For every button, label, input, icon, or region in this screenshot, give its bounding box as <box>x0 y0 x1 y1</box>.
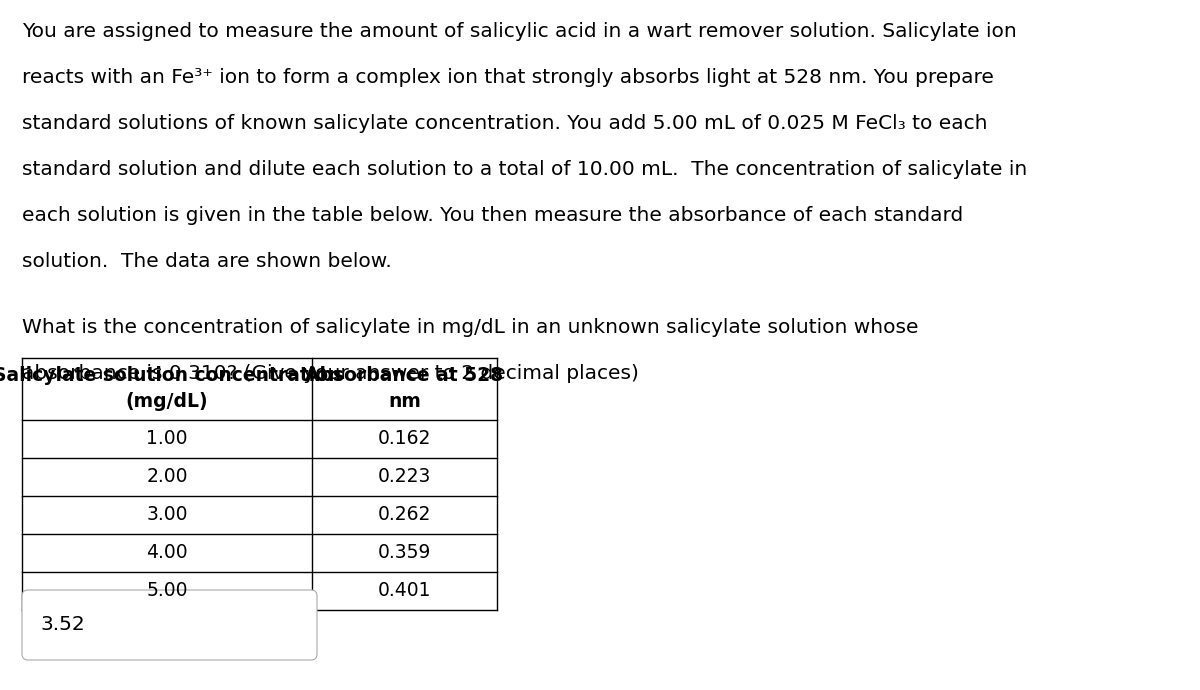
Text: You are assigned to measure the amount of salicylic acid in a wart remover solut: You are assigned to measure the amount o… <box>22 22 1016 41</box>
Text: standard solution and dilute each solution to a total of 10.00 mL.  The concentr: standard solution and dilute each soluti… <box>22 160 1027 179</box>
Text: each solution is given in the table below. You then measure the absorbance of ea: each solution is given in the table belo… <box>22 206 964 225</box>
Text: 5.00: 5.00 <box>146 582 187 600</box>
Text: nm: nm <box>388 392 421 411</box>
Text: (mg/dL): (mg/dL) <box>126 392 209 411</box>
Text: 4.00: 4.00 <box>146 544 188 562</box>
Text: Absorbance at 528: Absorbance at 528 <box>306 366 504 385</box>
Text: 0.401: 0.401 <box>378 582 431 600</box>
Text: 3.52: 3.52 <box>40 615 85 635</box>
Text: 3.00: 3.00 <box>146 506 187 524</box>
Text: standard solutions of known salicylate concentration. You add 5.00 mL of 0.025 M: standard solutions of known salicylate c… <box>22 114 988 133</box>
Text: 0.223: 0.223 <box>378 468 431 486</box>
Text: reacts with an Fe³⁺ ion to form a complex ion that strongly absorbs light at 528: reacts with an Fe³⁺ ion to form a comple… <box>22 68 994 87</box>
Text: 2.00: 2.00 <box>146 468 187 486</box>
Text: Salicylate solution concentration: Salicylate solution concentration <box>0 366 341 385</box>
Text: What is the concentration of salicylate in mg/dL in an unknown salicylate soluti: What is the concentration of salicylate … <box>22 318 918 337</box>
Text: 0.359: 0.359 <box>378 544 431 562</box>
Text: 1.00: 1.00 <box>146 429 187 448</box>
Text: solution.  The data are shown below.: solution. The data are shown below. <box>22 252 391 271</box>
Text: 0.162: 0.162 <box>378 429 431 448</box>
Text: 0.262: 0.262 <box>378 506 431 524</box>
Text: absorbance is 0.310? (Give your answer to 2 decimal places): absorbance is 0.310? (Give your answer t… <box>22 364 638 383</box>
FancyBboxPatch shape <box>22 590 317 660</box>
